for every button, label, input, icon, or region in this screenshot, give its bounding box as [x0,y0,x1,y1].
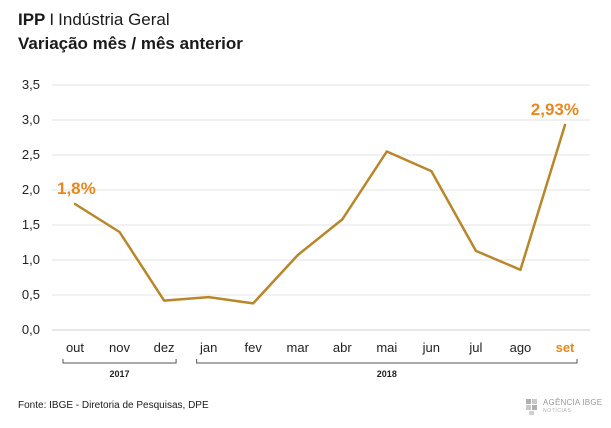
y-tick-label: 2,5 [22,147,40,162]
y-tick-label: 1,5 [22,217,40,232]
x-tick-label: jun [422,340,440,355]
data-label: 1,8% [57,179,96,198]
x-tick-label: fev [245,340,263,355]
x-tick-label: mai [376,340,397,355]
y-tick-label: 0,5 [22,287,40,302]
y-tick-label: 3,5 [22,77,40,92]
x-tick-label: set [556,340,575,355]
x-tick-label: out [66,340,84,355]
line-chart: 0,0 0,5 1,0 1,5 2,0 2,5 3,0 3,5 out nov dez jan fev m… [22,77,590,379]
agency-logo: AGÊNCIA IBGE NOTÍCIAS [526,397,603,419]
year-label: 2017 [110,369,130,379]
y-tick-label: 3,0 [22,112,40,127]
x-tick-label: mar [287,340,310,355]
chart-subtitle: Variação mês / mês anterior [18,34,243,53]
y-tick-label: 2,0 [22,182,40,197]
title-index-name: IPP [18,10,46,29]
brand-subtitle: NOTÍCIAS [543,408,572,414]
x-tick-label: ago [510,340,532,355]
x-tick-label: abr [333,340,352,355]
y-tick-label: 0,0 [22,322,40,337]
year-bracket [196,359,578,364]
brand-name: AGÊNCIA IBGE [543,398,603,407]
x-tick-label: nov [109,340,130,355]
chart-title: IPP I Indústria Geral [18,10,170,30]
x-tick-label: jan [199,340,217,355]
data-label: 2,93% [531,100,579,119]
title-sector: Indústria Geral [58,10,170,29]
series-line [73,123,567,305]
year-bracket [62,359,177,364]
y-tick-label: 1,0 [22,252,40,267]
year-label: 2018 [377,369,397,379]
x-tick-label: dez [154,340,175,355]
title-separator: I [49,10,55,29]
x-tick-label: jul [468,340,482,355]
source-note: Fonte: IBGE - Diretoria de Pesquisas, DP… [18,400,209,411]
ibge-logo-icon [526,399,537,415]
